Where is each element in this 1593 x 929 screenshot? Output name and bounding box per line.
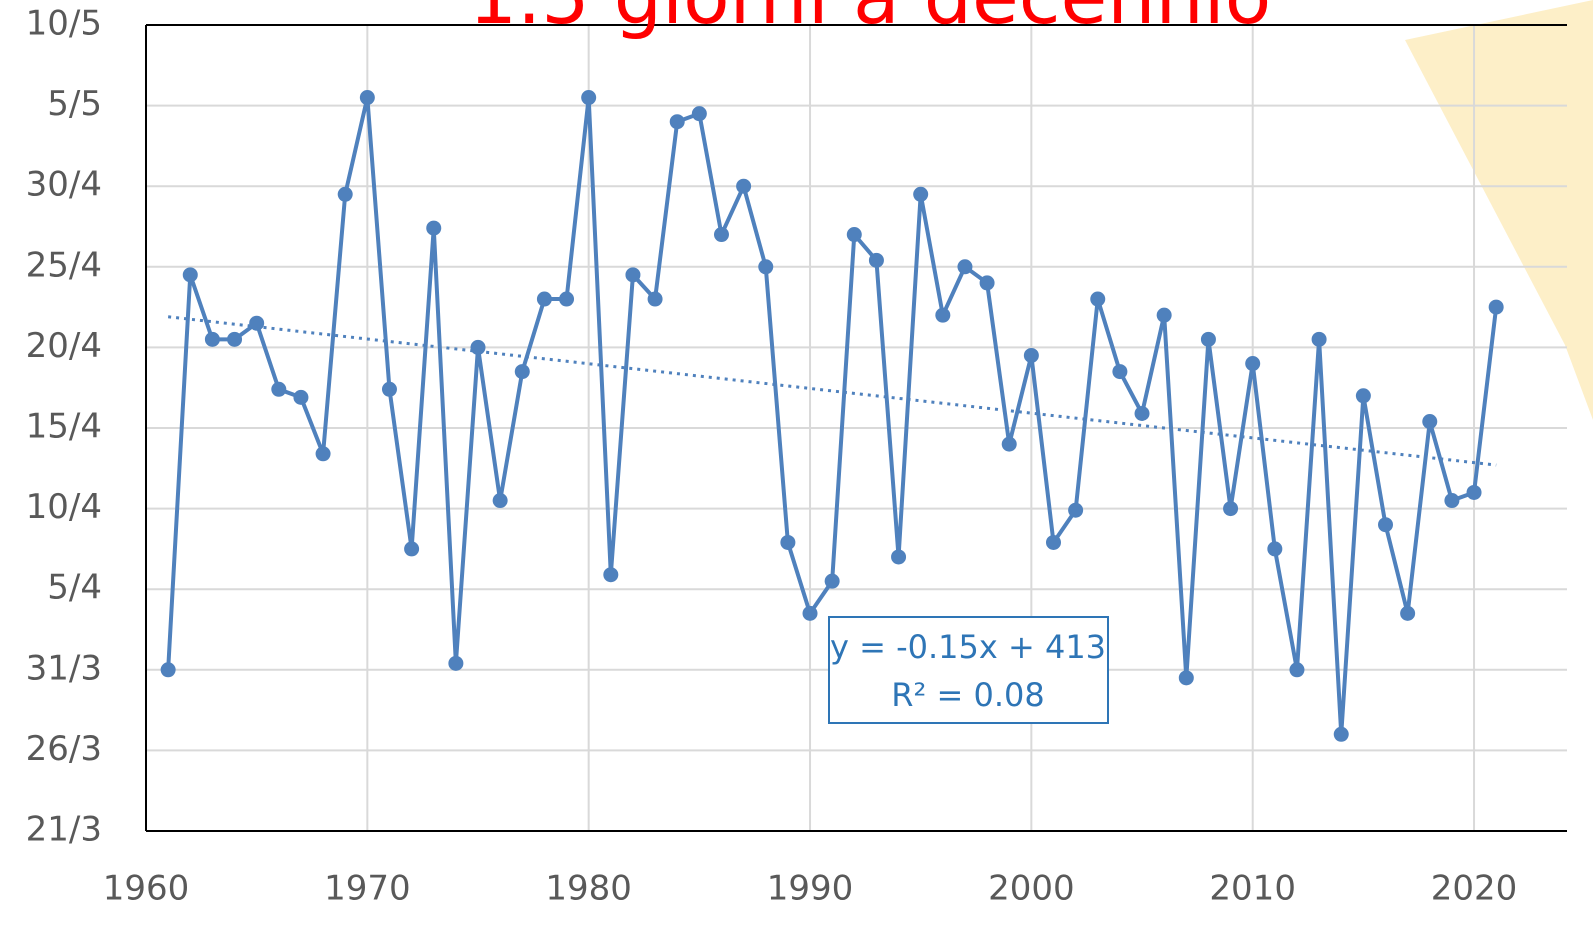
marker	[182, 267, 198, 283]
y-tick-label: 10/5	[26, 4, 102, 44]
marker	[1444, 493, 1460, 509]
marker	[160, 662, 176, 678]
marker	[492, 493, 508, 509]
marker	[1378, 517, 1394, 533]
marker	[381, 381, 397, 397]
marker	[1045, 534, 1061, 550]
y-tick-label: 26/3	[26, 729, 102, 769]
marker	[536, 291, 552, 307]
marker	[293, 389, 309, 405]
marker	[227, 331, 243, 347]
marker	[691, 106, 707, 122]
marker	[846, 227, 862, 243]
marker	[359, 90, 375, 106]
annotation: y = -0.15x + 413	[830, 628, 1106, 666]
marker	[1023, 347, 1039, 363]
y-tick-label: 10/4	[26, 487, 102, 527]
marker	[913, 186, 929, 202]
marker	[1134, 405, 1150, 421]
marker	[647, 291, 663, 307]
marker	[957, 259, 973, 275]
marker	[1311, 331, 1327, 347]
marker	[1422, 414, 1438, 430]
marker	[736, 178, 752, 194]
marker	[1245, 356, 1261, 372]
marker	[514, 364, 530, 380]
marker	[1178, 670, 1194, 686]
marker	[1400, 605, 1416, 621]
marker	[1112, 364, 1128, 380]
y-tick-label: 5/4	[47, 568, 102, 608]
y-tick-label: 30/4	[26, 165, 102, 205]
marker	[935, 307, 951, 323]
marker	[1488, 299, 1504, 315]
y-tick-label: 25/4	[26, 245, 102, 285]
marker	[470, 339, 486, 355]
marker	[979, 275, 995, 291]
marker	[1068, 502, 1084, 518]
marker	[249, 315, 265, 331]
marker	[204, 331, 220, 347]
marker	[603, 567, 619, 583]
marker	[625, 267, 641, 283]
y-tick-label: 21/3	[26, 810, 102, 850]
marker	[868, 252, 884, 268]
marker	[669, 114, 685, 130]
marker	[1289, 662, 1305, 678]
marker	[1223, 501, 1239, 517]
marker	[802, 605, 818, 621]
marker	[758, 259, 774, 275]
marker	[271, 381, 287, 397]
annotation-box	[828, 616, 1109, 724]
marker	[337, 186, 353, 202]
marker	[1333, 726, 1349, 742]
marker	[713, 227, 729, 243]
trendline	[167, 315, 1497, 467]
y-tick-label: 31/3	[26, 648, 102, 688]
marker	[448, 655, 464, 671]
marker	[1200, 331, 1216, 347]
annotation: R² = 0.08	[891, 676, 1044, 714]
y-tick-label: 5/5	[47, 84, 102, 124]
marker	[559, 291, 575, 307]
marker	[1090, 291, 1106, 307]
x-tick-label: 2010	[1209, 869, 1296, 909]
x-tick-label: 2000	[988, 869, 1075, 909]
marker	[1355, 388, 1371, 404]
x-tick-label: 1980	[545, 869, 632, 909]
x-tick-label: 1970	[324, 869, 411, 909]
x-tick-label: 1960	[103, 869, 190, 909]
chart-title: 1.5 giorni a decennio	[469, 0, 1271, 41]
x-tick-label: 1990	[767, 869, 854, 909]
marker	[1267, 541, 1283, 557]
marker	[404, 541, 420, 557]
marker	[581, 90, 597, 106]
marker	[891, 549, 907, 565]
marker	[1466, 484, 1482, 500]
marker	[780, 534, 796, 550]
y-tick-label: 20/4	[26, 326, 102, 366]
marker	[1156, 307, 1172, 323]
x-tick-label: 2020	[1431, 869, 1518, 909]
marker	[426, 220, 442, 236]
marker	[315, 446, 331, 462]
y-tick-label: 15/4	[26, 407, 102, 447]
marker	[1001, 436, 1017, 452]
marker	[824, 573, 840, 589]
decoration	[1405, 0, 1593, 420]
